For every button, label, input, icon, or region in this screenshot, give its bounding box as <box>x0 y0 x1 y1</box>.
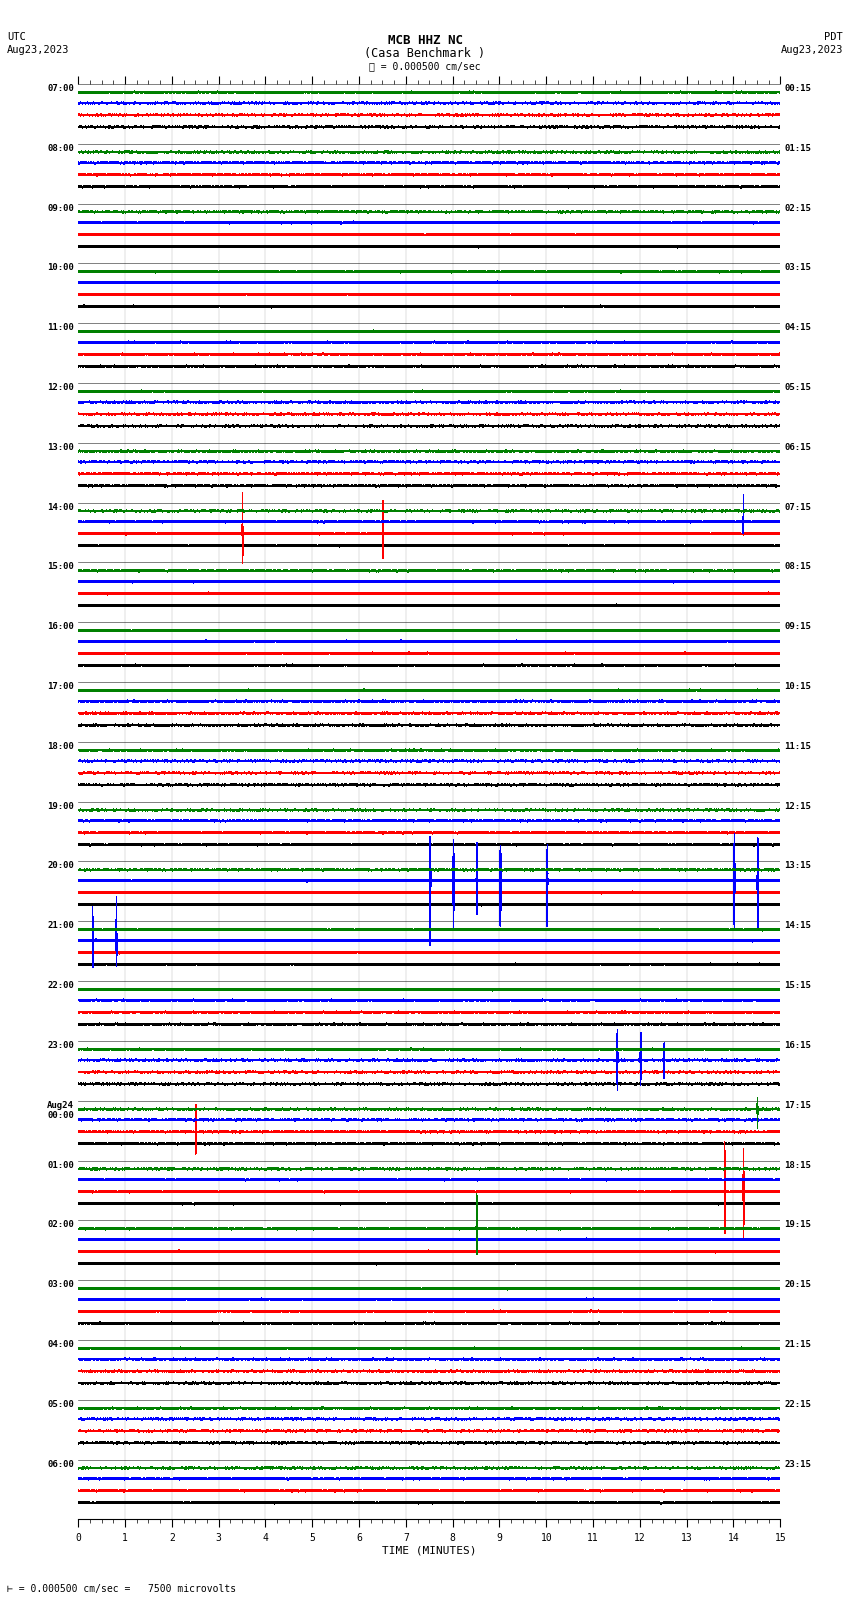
Text: 16:15: 16:15 <box>785 1040 812 1050</box>
Text: 18:15: 18:15 <box>785 1161 812 1169</box>
Text: 13:15: 13:15 <box>785 861 812 871</box>
Text: 16:00: 16:00 <box>47 623 74 631</box>
Text: 14:00: 14:00 <box>47 503 74 511</box>
Text: UTC: UTC <box>7 32 26 42</box>
Text: ⊢ = 0.000500 cm/sec =   7500 microvolts: ⊢ = 0.000500 cm/sec = 7500 microvolts <box>7 1584 236 1594</box>
Text: 19:00: 19:00 <box>47 802 74 811</box>
Text: 20:15: 20:15 <box>785 1281 812 1289</box>
Text: (Casa Benchmark ): (Casa Benchmark ) <box>365 47 485 60</box>
Text: 22:00: 22:00 <box>47 981 74 990</box>
Text: 20:00: 20:00 <box>47 861 74 871</box>
Text: 10:15: 10:15 <box>785 682 812 690</box>
Text: ⎸ = 0.000500 cm/sec: ⎸ = 0.000500 cm/sec <box>369 61 481 71</box>
Text: 18:00: 18:00 <box>47 742 74 750</box>
Text: Aug23,2023: Aug23,2023 <box>780 45 843 55</box>
Text: 05:15: 05:15 <box>785 382 812 392</box>
Text: 21:00: 21:00 <box>47 921 74 931</box>
Text: 09:15: 09:15 <box>785 623 812 631</box>
Text: 08:00: 08:00 <box>47 144 74 153</box>
Text: 19:15: 19:15 <box>785 1221 812 1229</box>
Text: 01:00: 01:00 <box>47 1161 74 1169</box>
Text: 03:15: 03:15 <box>785 263 812 273</box>
Text: 08:15: 08:15 <box>785 563 812 571</box>
Text: MCB HHZ NC: MCB HHZ NC <box>388 34 462 47</box>
Text: PDT: PDT <box>824 32 843 42</box>
Text: 11:15: 11:15 <box>785 742 812 750</box>
Text: 23:15: 23:15 <box>785 1460 812 1468</box>
Text: 09:00: 09:00 <box>47 203 74 213</box>
Text: 22:15: 22:15 <box>785 1400 812 1408</box>
Text: 07:15: 07:15 <box>785 503 812 511</box>
Text: 23:00: 23:00 <box>47 1040 74 1050</box>
Text: 15:15: 15:15 <box>785 981 812 990</box>
Text: 12:00: 12:00 <box>47 382 74 392</box>
Text: 05:00: 05:00 <box>47 1400 74 1408</box>
Text: 03:00: 03:00 <box>47 1281 74 1289</box>
Text: 02:00: 02:00 <box>47 1221 74 1229</box>
Text: 00:15: 00:15 <box>785 84 812 94</box>
Text: 06:15: 06:15 <box>785 442 812 452</box>
Text: 12:15: 12:15 <box>785 802 812 811</box>
Text: 17:00: 17:00 <box>47 682 74 690</box>
Text: 04:15: 04:15 <box>785 323 812 332</box>
Text: 21:15: 21:15 <box>785 1340 812 1348</box>
Text: 14:15: 14:15 <box>785 921 812 931</box>
Text: 01:15: 01:15 <box>785 144 812 153</box>
Text: 11:00: 11:00 <box>47 323 74 332</box>
Text: 02:15: 02:15 <box>785 203 812 213</box>
Text: 06:00: 06:00 <box>47 1460 74 1468</box>
Text: 17:15: 17:15 <box>785 1100 812 1110</box>
Text: 04:00: 04:00 <box>47 1340 74 1348</box>
Text: Aug23,2023: Aug23,2023 <box>7 45 70 55</box>
X-axis label: TIME (MINUTES): TIME (MINUTES) <box>382 1545 477 1555</box>
Text: 13:00: 13:00 <box>47 442 74 452</box>
Text: 10:00: 10:00 <box>47 263 74 273</box>
Text: 15:00: 15:00 <box>47 563 74 571</box>
Text: Aug24
00:00: Aug24 00:00 <box>47 1100 74 1119</box>
Text: 07:00: 07:00 <box>47 84 74 94</box>
